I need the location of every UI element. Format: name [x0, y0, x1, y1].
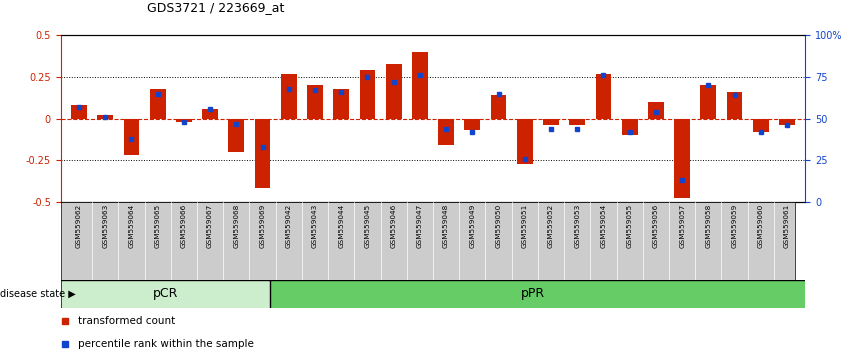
- Bar: [727, 92, 742, 119]
- Text: GSM559063: GSM559063: [102, 204, 108, 249]
- Bar: [281, 74, 297, 119]
- Text: GSM559062: GSM559062: [76, 204, 82, 249]
- Bar: [438, 119, 454, 145]
- Bar: [596, 74, 611, 119]
- Text: GSM559065: GSM559065: [155, 204, 161, 249]
- Text: pPR: pPR: [520, 287, 545, 300]
- Text: GDS3721 / 223669_at: GDS3721 / 223669_at: [147, 1, 285, 14]
- Text: GSM559043: GSM559043: [312, 204, 318, 249]
- Bar: [270, 280, 805, 308]
- Text: GSM559069: GSM559069: [260, 204, 266, 249]
- Text: GSM559054: GSM559054: [600, 204, 606, 249]
- Bar: [229, 119, 244, 152]
- Text: GSM559064: GSM559064: [128, 204, 134, 249]
- Bar: [543, 119, 559, 125]
- Bar: [359, 70, 375, 119]
- Text: GSM559058: GSM559058: [705, 204, 711, 249]
- Text: GSM559050: GSM559050: [495, 204, 501, 249]
- Bar: [569, 119, 585, 125]
- Bar: [385, 64, 402, 119]
- Text: GSM559055: GSM559055: [627, 204, 633, 249]
- Text: GSM559053: GSM559053: [574, 204, 580, 249]
- Text: GSM559048: GSM559048: [443, 204, 449, 249]
- Text: GSM559060: GSM559060: [758, 204, 764, 249]
- Bar: [150, 88, 165, 119]
- Text: GSM559066: GSM559066: [181, 204, 187, 249]
- Text: GSM559056: GSM559056: [653, 204, 659, 249]
- Bar: [61, 280, 270, 308]
- Bar: [622, 119, 637, 135]
- Text: transformed count: transformed count: [78, 316, 175, 326]
- Bar: [517, 119, 533, 164]
- Text: GSM559049: GSM559049: [469, 204, 475, 249]
- Text: GSM559046: GSM559046: [391, 204, 397, 249]
- Text: pCR: pCR: [152, 287, 178, 300]
- Bar: [675, 119, 690, 199]
- Bar: [753, 119, 769, 132]
- Bar: [203, 109, 218, 119]
- Bar: [71, 105, 87, 119]
- Text: GSM559061: GSM559061: [784, 204, 790, 249]
- Text: percentile rank within the sample: percentile rank within the sample: [78, 339, 254, 349]
- Text: GSM559059: GSM559059: [732, 204, 738, 249]
- Text: GSM559045: GSM559045: [365, 204, 371, 249]
- Text: GSM559047: GSM559047: [417, 204, 423, 249]
- Bar: [255, 119, 270, 188]
- Bar: [701, 85, 716, 119]
- Bar: [97, 115, 113, 119]
- Text: GSM559057: GSM559057: [679, 204, 685, 249]
- Bar: [307, 85, 323, 119]
- Text: GSM559067: GSM559067: [207, 204, 213, 249]
- Bar: [491, 95, 507, 119]
- Text: GSM559068: GSM559068: [233, 204, 239, 249]
- Text: disease state ▶: disease state ▶: [0, 289, 75, 299]
- Bar: [779, 119, 795, 125]
- Bar: [124, 119, 139, 155]
- Text: GSM559052: GSM559052: [548, 204, 554, 249]
- Bar: [648, 102, 663, 119]
- Text: GSM559044: GSM559044: [339, 204, 344, 249]
- Text: GSM559051: GSM559051: [522, 204, 527, 249]
- Bar: [412, 52, 428, 119]
- Text: GSM559042: GSM559042: [286, 204, 292, 249]
- Bar: [176, 119, 191, 122]
- Bar: [333, 88, 349, 119]
- Bar: [464, 119, 481, 130]
